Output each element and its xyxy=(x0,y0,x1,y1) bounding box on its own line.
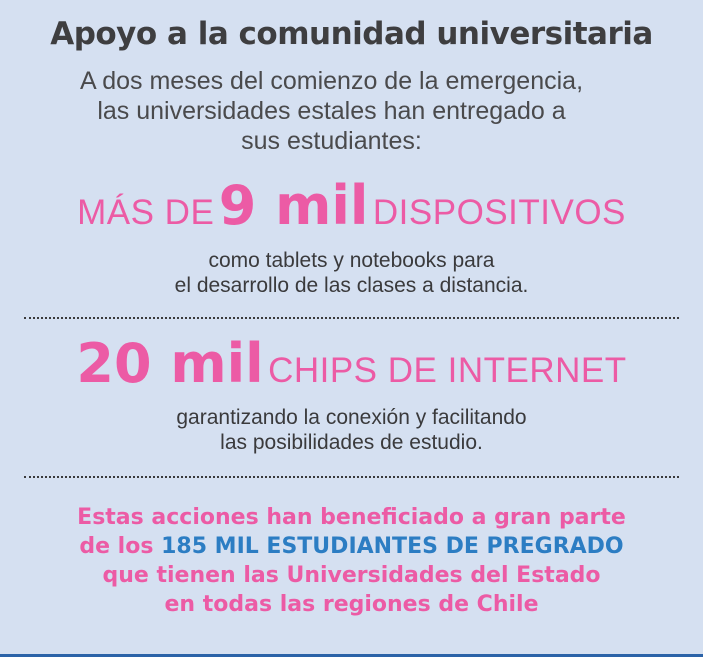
intro-line-3: sus estudiantes: xyxy=(241,127,422,155)
devices-prefix: MÁS DE xyxy=(77,193,215,232)
devices-number: 9 mil xyxy=(218,174,369,237)
chips-description: garantizando la conexión y facilitando l… xyxy=(0,405,703,455)
chips-desc-line-1: garantizando la conexión y facilitando xyxy=(176,406,527,429)
chips-number: 20 mil xyxy=(76,332,264,395)
closing-line-2: de los 185 MIL ESTUDIANTES DE PREGRADO xyxy=(0,532,703,561)
devices-stat: MÁS DE 9 mil DISPOSITIVOS xyxy=(0,174,703,237)
intro-line-2: las universidades estales han entregado … xyxy=(97,97,566,125)
devices-desc-line-2: el desarrollo de las clases a distancia. xyxy=(174,274,529,297)
devices-description: como tablets y notebooks para el desarro… xyxy=(0,248,703,298)
devices-label: DISPOSITIVOS xyxy=(372,193,626,232)
closing-line-1: Estas acciones han beneficiado a gran pa… xyxy=(77,505,626,530)
closing-line-2-prefix: de los xyxy=(79,534,154,559)
closing-line-4: en todas las regiones de Chile xyxy=(164,592,539,617)
closing-line-3: que tienen las Universidades del Estado xyxy=(102,563,601,588)
chips-stat: 20 mil CHIPS DE INTERNET xyxy=(0,332,703,395)
chips-label: CHIPS DE INTERNET xyxy=(268,351,627,390)
dotted-divider xyxy=(24,476,679,478)
dotted-divider xyxy=(24,317,679,319)
closing-statement: Estas acciones han beneficiado a gran pa… xyxy=(0,503,703,619)
infographic-title: Apoyo a la comunidad universitaria xyxy=(50,16,653,52)
intro-text: A dos meses del comienzo de la emergenci… xyxy=(0,66,663,156)
devices-desc-line-1: como tablets y notebooks para xyxy=(208,249,495,272)
intro-line-1: A dos meses del comienzo de la emergenci… xyxy=(79,67,584,95)
chips-desc-line-2: las posibilidades de estudio. xyxy=(220,431,483,454)
students-highlight: 185 MIL ESTUDIANTES DE PREGRADO xyxy=(161,534,624,559)
